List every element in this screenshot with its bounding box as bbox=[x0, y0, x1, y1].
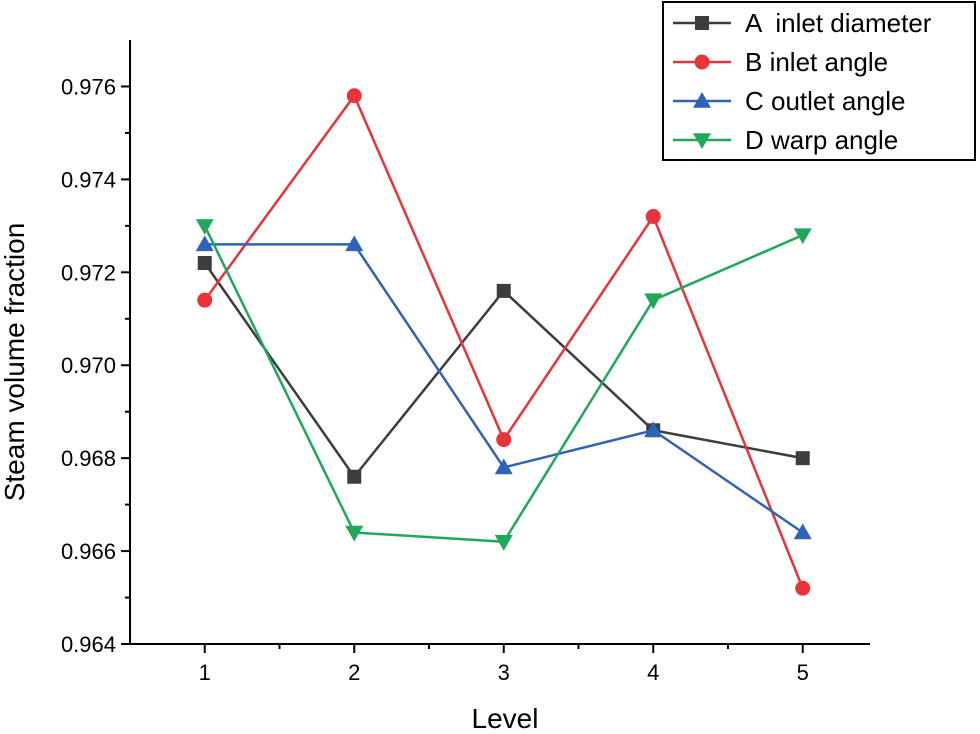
legend-item-b-inlet-angle: B inlet angle bbox=[673, 47, 888, 77]
legend-label: A inlet diameter bbox=[745, 8, 932, 38]
x-tick-label: 3 bbox=[498, 660, 510, 685]
y-tick-label: 0.968 bbox=[61, 446, 116, 471]
legend-label: B inlet angle bbox=[745, 47, 888, 77]
y-tick-label: 0.964 bbox=[61, 632, 116, 657]
data-point-c-outlet-angle bbox=[345, 235, 364, 252]
data-point-b-inlet-angle bbox=[645, 209, 661, 225]
x-tick-label: 1 bbox=[199, 660, 211, 685]
x-tick-label: 2 bbox=[348, 660, 360, 685]
legend-marker bbox=[693, 92, 711, 108]
data-point-d-warp-angle bbox=[644, 293, 663, 310]
legend-label: D warp angle bbox=[745, 125, 898, 155]
data-point-d-warp-angle bbox=[494, 535, 513, 551]
legend-label: C outlet angle bbox=[745, 86, 905, 116]
series-b-inlet-angle bbox=[197, 88, 811, 596]
data-point-a-inlet-diameter bbox=[496, 283, 511, 298]
legend-item-a-inlet-diameter: A inlet diameter bbox=[673, 8, 932, 38]
data-point-b-inlet-angle bbox=[496, 432, 512, 448]
x-tick-label: 4 bbox=[647, 660, 659, 685]
data-point-d-warp-angle bbox=[345, 525, 364, 542]
data-point-a-inlet-diameter bbox=[347, 469, 362, 484]
series-layer bbox=[195, 88, 812, 596]
legend-marker bbox=[695, 16, 709, 30]
y-axis-title: Steam volume fraction bbox=[0, 223, 30, 502]
data-point-a-inlet-diameter bbox=[197, 256, 212, 271]
x-axis-title: Level bbox=[472, 703, 539, 734]
y-tick-label: 0.976 bbox=[61, 74, 116, 99]
series-line-d-warp-angle bbox=[203, 225, 804, 544]
data-point-d-warp-angle bbox=[195, 219, 214, 235]
data-point-c-outlet-angle bbox=[644, 421, 663, 438]
series-line-b-inlet-angle bbox=[203, 94, 804, 589]
y-tick-label: 0.972 bbox=[61, 260, 116, 285]
data-point-d-warp-angle bbox=[793, 228, 812, 245]
data-point-b-inlet-angle bbox=[197, 292, 213, 308]
series-c-outlet-angle bbox=[195, 235, 812, 540]
legend-marker bbox=[693, 133, 711, 149]
series-d-warp-angle bbox=[195, 219, 812, 551]
data-point-b-inlet-angle bbox=[795, 580, 811, 596]
y-tick-label: 0.974 bbox=[61, 167, 116, 192]
legend-box bbox=[662, 1, 976, 161]
data-point-c-outlet-angle bbox=[494, 458, 513, 475]
y-tick-label: 0.966 bbox=[61, 539, 116, 564]
y-tick-label: 0.970 bbox=[61, 353, 116, 378]
series-a-inlet-diameter bbox=[197, 256, 810, 484]
legend-item-c-outlet-angle: C outlet angle bbox=[673, 86, 905, 116]
data-point-c-outlet-angle bbox=[793, 523, 812, 540]
data-point-c-outlet-angle bbox=[195, 235, 214, 252]
legend-marker bbox=[694, 54, 710, 70]
data-point-b-inlet-angle bbox=[346, 88, 362, 104]
axes: 0.964 0.966 0.968 0.970 0.972 0.974 0.976 1 2 3 4 5 bbox=[61, 40, 870, 685]
x-tick-label: 5 bbox=[797, 660, 809, 685]
legend: A inlet diameter B inlet angle C outlet an… bbox=[662, 1, 976, 161]
legend-item-d-warp-angle: D warp angle bbox=[673, 125, 898, 155]
data-point-a-inlet-diameter bbox=[795, 451, 810, 466]
